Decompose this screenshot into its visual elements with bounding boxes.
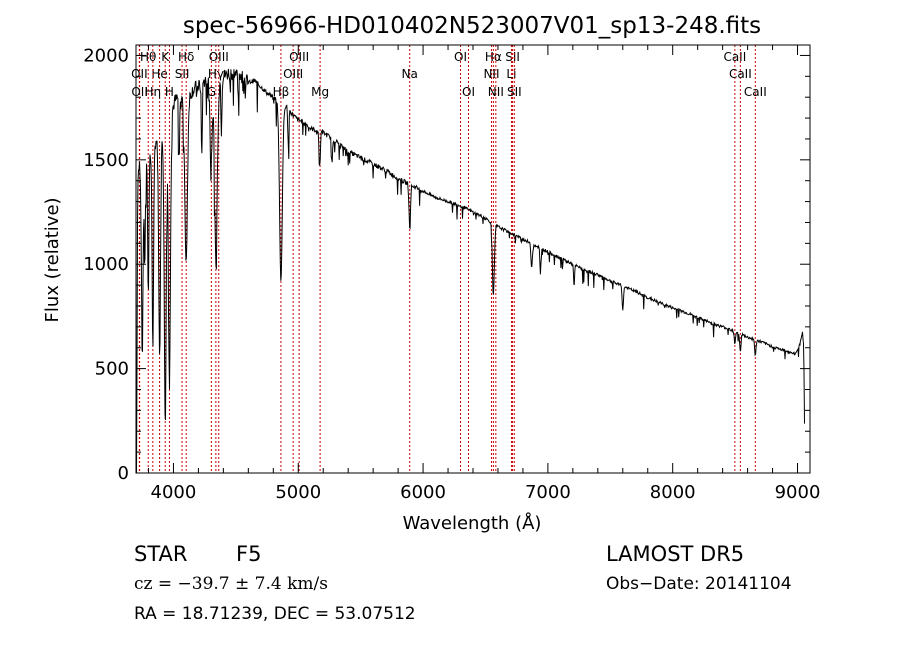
x-tick-label: 4000 [151,482,197,503]
line-marker-label: He [151,67,167,81]
line-marker-label: Hβ [273,85,290,99]
line-marker-label: SII [505,50,520,64]
line-marker-label: OIII [283,67,303,81]
sky-coordinates: RA = 18.71239, DEC = 53.07512 [134,604,416,624]
line-marker-label: Li [506,67,516,81]
x-tick-label: 6000 [400,482,446,503]
y-tick-label: 2000 [83,45,129,66]
x-tick-label: 5000 [275,482,321,503]
line-marker-label: CaII [723,50,746,64]
line-marker-label: OI [462,85,475,99]
x-tick-label: 8000 [650,482,696,503]
y-tick-label: 0 [118,463,129,484]
x-tick-label: 7000 [525,482,571,503]
y-axis-ticks: 0 500 1000 1500 2000 [83,45,810,484]
x-axis-label: Wavelength (Å) [403,512,542,534]
line-marker-label: CaII [744,85,767,99]
line-marker-label: OIII [209,50,229,64]
line-marker-label: OII [131,85,148,99]
line-marker-label: G [207,85,216,99]
y-axis-label: Flux (relative) [42,197,63,322]
spectrum-series [136,68,805,474]
line-marker-label: NII [488,85,504,99]
line-marker-label: Hδ [178,50,194,64]
x-axis-ticks: 4000 5000 6000 7000 8000 9000 [147,45,821,503]
line-marker-label: OI [454,50,467,64]
line-marker-label: Hα [485,50,502,64]
line-marker-label: SII [507,85,522,99]
line-marker-label: H [165,85,174,99]
observation-date: Obs−Date: 20141104 [606,574,792,594]
line-marker-label: OIII [289,50,309,64]
chart-title: spec-56966-HD010402N523007V01_sp13-248.f… [183,13,761,39]
survey-name: LAMOST DR5 [606,542,744,566]
line-marker-label: Mg [311,85,329,99]
line-marker-label: Hθ [140,50,156,64]
line-marker-label: CaII [729,67,752,81]
object-class: STAR [134,542,187,566]
redshift-velocity: cz = −39.7 ± 7.4 km/s [134,574,328,594]
line-marker-label: SII [175,67,190,81]
line-marker-label: K [161,50,170,64]
y-tick-label: 1500 [83,150,129,171]
y-tick-label: 1000 [83,254,129,275]
line-marker-label: NII [483,67,499,81]
y-tick-label: 500 [95,359,129,380]
line-marker-label: Na [402,67,418,81]
x-tick-label: 9000 [775,482,821,503]
line-marker-label: Hη [145,85,162,99]
object-subclass: F5 [236,542,261,566]
spectrum-line [136,68,805,474]
line-marker-label: Hγ [208,67,224,81]
